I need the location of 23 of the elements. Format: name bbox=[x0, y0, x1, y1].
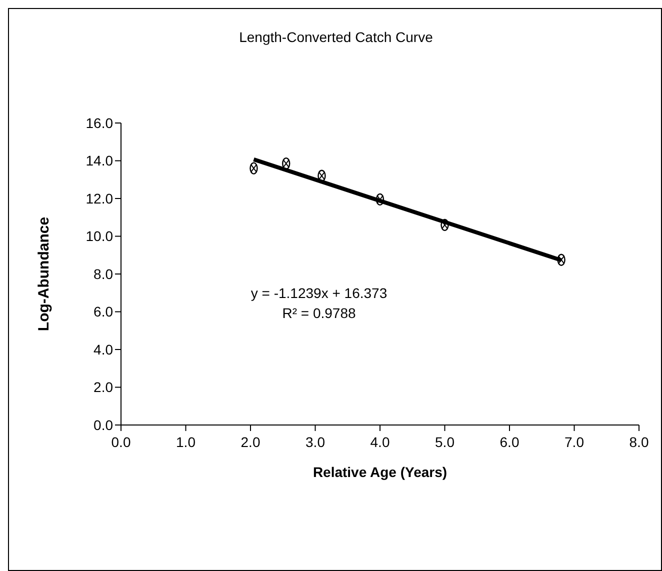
y-tick-label: 0.0 bbox=[94, 416, 114, 433]
x-tick-label: 1.0 bbox=[176, 434, 196, 450]
annotation: R² = 0.9788 bbox=[281, 305, 357, 321]
x-tick-label: 4.0 bbox=[370, 434, 390, 450]
y-axis-title: Log-Abundance bbox=[35, 216, 52, 332]
y-tick-label: 16.0 bbox=[86, 114, 114, 131]
x-tick-label: 6.0 bbox=[500, 434, 520, 450]
y-tick-label: 12.0 bbox=[86, 190, 114, 206]
x-tick-label: 2.0 bbox=[240, 434, 260, 450]
y-tick-label: 8.0 bbox=[94, 266, 114, 282]
annotation: y = -1.1239x + 16.373 bbox=[250, 285, 388, 301]
y-tick-label: 14.0 bbox=[86, 152, 114, 169]
y-tick-label: 4.0 bbox=[94, 341, 114, 358]
x-tick-label: 7.0 bbox=[564, 434, 584, 450]
x-tick-label: 3.0 bbox=[306, 434, 326, 450]
y-tick-label: 10.0 bbox=[86, 228, 114, 244]
x-tick-label: 5.0 bbox=[435, 434, 455, 450]
x-tick-label: 0.0 bbox=[111, 434, 131, 450]
x-axis-title: Relative Age (Years) bbox=[312, 464, 448, 480]
x-tick-label: 8.0 bbox=[629, 434, 649, 450]
y-tick-label: 6.0 bbox=[94, 304, 114, 320]
chart-title: Length-Converted Catch Curve bbox=[238, 29, 434, 45]
y-tick-label: 2.0 bbox=[94, 379, 114, 396]
